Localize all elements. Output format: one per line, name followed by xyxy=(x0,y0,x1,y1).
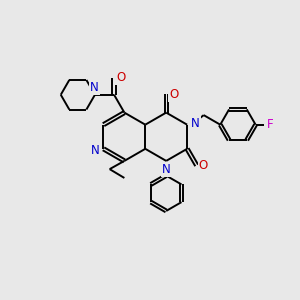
Text: O: O xyxy=(199,159,208,172)
Text: N: N xyxy=(91,144,100,157)
Text: F: F xyxy=(267,118,274,131)
Text: N: N xyxy=(90,81,99,94)
Text: O: O xyxy=(116,71,125,84)
Text: O: O xyxy=(169,88,178,101)
Text: N: N xyxy=(191,117,200,130)
Text: N: N xyxy=(162,163,171,176)
